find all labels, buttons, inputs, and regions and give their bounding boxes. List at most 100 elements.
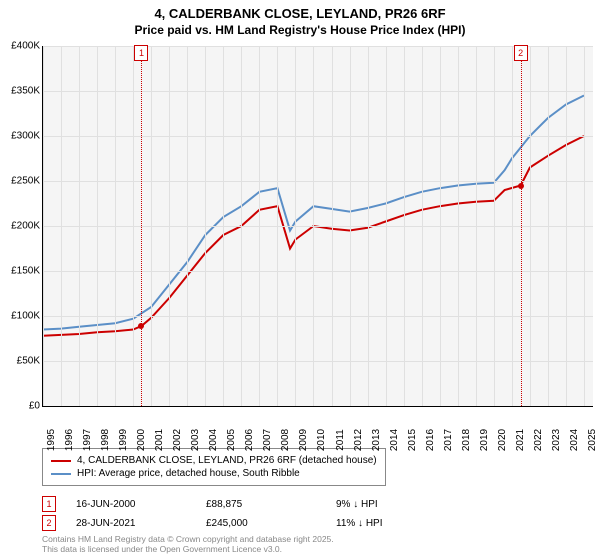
- marker-box-1: 1: [134, 45, 148, 61]
- gridline-h: [43, 136, 593, 137]
- plot-area: 12: [42, 46, 593, 407]
- gridline-h: [43, 226, 593, 227]
- marker-point-1: [138, 323, 144, 329]
- transaction-marker: 1: [42, 496, 56, 512]
- gridline-v: [458, 46, 459, 406]
- gridline-v: [223, 46, 224, 406]
- ytick-label: £150K: [11, 266, 40, 277]
- ytick-label: £50K: [17, 356, 40, 367]
- ytick-label: £350K: [11, 86, 40, 97]
- xtick-label: 1999: [118, 429, 129, 451]
- transactions-table: 116-JUN-2000£88,8759% ↓ HPI228-JUN-2021£…: [42, 496, 446, 534]
- xtick-label: 2009: [298, 429, 309, 451]
- xtick-label: 2002: [172, 429, 183, 451]
- gridline-v: [476, 46, 477, 406]
- gridline-v: [115, 46, 116, 406]
- xtick-label: 2023: [551, 429, 562, 451]
- gridline-v: [440, 46, 441, 406]
- xtick-label: 2012: [353, 429, 364, 451]
- xtick-label: 1998: [100, 429, 111, 451]
- xtick-label: 1996: [64, 429, 75, 451]
- gridline-v: [133, 46, 134, 406]
- footer: Contains HM Land Registry data © Crown c…: [42, 534, 334, 554]
- xtick-label: 2010: [316, 429, 327, 451]
- gridline-v: [43, 46, 44, 406]
- xtick-label: 2025: [587, 429, 598, 451]
- gridline-v: [584, 46, 585, 406]
- legend-label: HPI: Average price, detached house, Sout…: [77, 468, 300, 479]
- gridline-v: [277, 46, 278, 406]
- gridline-v: [313, 46, 314, 406]
- gridline-h: [43, 46, 593, 47]
- xtick-label: 2014: [389, 429, 400, 451]
- marker-point-2: [518, 183, 524, 189]
- gridline-v: [295, 46, 296, 406]
- ytick-label: £100K: [11, 311, 40, 322]
- xtick-label: 2015: [407, 429, 418, 451]
- legend-item: HPI: Average price, detached house, Sout…: [51, 468, 377, 479]
- transaction-row: 2 28-JUN-2021 £245,000 11% ↓ HPI: [42, 515, 446, 531]
- ytick-label: £200K: [11, 221, 40, 232]
- gridline-v: [386, 46, 387, 406]
- xtick-label: 2020: [497, 429, 508, 451]
- marker-line-2: [521, 46, 522, 406]
- transaction-price: £88,875: [206, 499, 316, 510]
- xtick-label: 2008: [280, 429, 291, 451]
- ytick-label: £0: [29, 401, 40, 412]
- xtick-label: 2022: [533, 429, 544, 451]
- xtick-label: 2007: [262, 429, 273, 451]
- marker-box-2: 2: [514, 45, 528, 61]
- marker-line-1: [141, 46, 142, 406]
- xtick-label: 2004: [208, 429, 219, 451]
- chart-container: 4, CALDERBANK CLOSE, LEYLAND, PR26 6RF P…: [0, 0, 600, 560]
- gridline-v: [332, 46, 333, 406]
- gridline-v: [241, 46, 242, 406]
- legend-label: 4, CALDERBANK CLOSE, LEYLAND, PR26 6RF (…: [77, 455, 377, 466]
- xtick-label: 2001: [154, 429, 165, 451]
- gridline-v: [350, 46, 351, 406]
- gridline-v: [187, 46, 188, 406]
- gridline-v: [169, 46, 170, 406]
- gridline-v: [151, 46, 152, 406]
- gridline-v: [494, 46, 495, 406]
- xtick-label: 2019: [479, 429, 490, 451]
- xtick-label: 2018: [461, 429, 472, 451]
- xtick-label: 2016: [425, 429, 436, 451]
- legend: 4, CALDERBANK CLOSE, LEYLAND, PR26 6RF (…: [42, 448, 386, 486]
- legend-item: 4, CALDERBANK CLOSE, LEYLAND, PR26 6RF (…: [51, 455, 377, 466]
- gridline-v: [205, 46, 206, 406]
- xtick-label: 2003: [190, 429, 201, 451]
- gridline-h: [43, 271, 593, 272]
- gridline-h: [43, 316, 593, 317]
- gridline-h: [43, 181, 593, 182]
- legend-swatch: [51, 473, 71, 475]
- transaction-price: £245,000: [206, 518, 316, 529]
- footer-line2: This data is licensed under the Open Gov…: [42, 544, 334, 554]
- xtick-label: 2000: [136, 429, 147, 451]
- xtick-label: 2017: [443, 429, 454, 451]
- title-block: 4, CALDERBANK CLOSE, LEYLAND, PR26 6RF P…: [0, 0, 600, 37]
- gridline-v: [368, 46, 369, 406]
- xtick-label: 2024: [569, 429, 580, 451]
- xtick-label: 2021: [515, 429, 526, 451]
- transaction-delta: 9% ↓ HPI: [336, 499, 446, 510]
- gridline-v: [566, 46, 567, 406]
- transaction-delta: 11% ↓ HPI: [336, 518, 446, 529]
- chart-title: 4, CALDERBANK CLOSE, LEYLAND, PR26 6RF: [0, 6, 600, 21]
- gridline-v: [530, 46, 531, 406]
- gridline-v: [548, 46, 549, 406]
- gridline-v: [422, 46, 423, 406]
- transaction-marker: 2: [42, 515, 56, 531]
- ytick-label: £250K: [11, 176, 40, 187]
- transaction-date: 28-JUN-2021: [76, 518, 186, 529]
- xtick-label: 1997: [82, 429, 93, 451]
- gridline-h: [43, 91, 593, 92]
- legend-swatch: [51, 460, 71, 462]
- gridline-v: [97, 46, 98, 406]
- gridline-h: [43, 361, 593, 362]
- xtick-label: 2006: [244, 429, 255, 451]
- gridline-v: [512, 46, 513, 406]
- gridline-v: [404, 46, 405, 406]
- gridline-v: [259, 46, 260, 406]
- xtick-label: 2005: [226, 429, 237, 451]
